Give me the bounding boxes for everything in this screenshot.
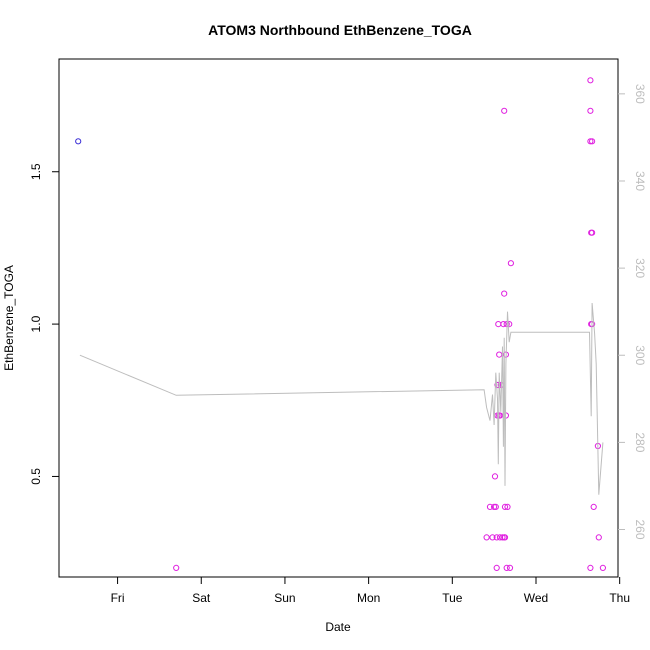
data-point-s0-0 xyxy=(75,138,82,145)
data-point-s1-22 xyxy=(501,290,508,297)
data-point-s1-2 xyxy=(486,503,494,510)
y-axis-label: EthBenzene_TOGA xyxy=(2,265,16,371)
x-tick-label: Thu xyxy=(609,591,630,605)
data-point-s1-38 xyxy=(587,564,594,572)
plot-frame xyxy=(58,58,619,578)
y-right-tick-label: 260 xyxy=(633,519,647,539)
y-right-tick-label: 320 xyxy=(633,258,647,278)
data-point-s1-19 xyxy=(500,321,507,328)
data-point-s1-8 xyxy=(493,564,500,572)
series-line-2 xyxy=(79,302,604,495)
y-right-tick-label: 300 xyxy=(633,345,647,365)
data-point-s1-31 xyxy=(506,564,514,572)
y-right-tick-label: 340 xyxy=(633,171,647,191)
data-point-s1-44 xyxy=(595,534,602,541)
data-point-s1-7 xyxy=(493,534,500,541)
x-axis-label: Date xyxy=(325,620,351,634)
data-point-s1-23 xyxy=(501,503,509,510)
data-point-s1-1 xyxy=(483,534,490,541)
y-axis-left: 0.5 1.0 1.5 xyxy=(29,163,59,485)
data-point-s1-32 xyxy=(507,260,514,267)
data-point-s1-33 xyxy=(587,77,594,84)
data-point-s1-6 xyxy=(492,503,499,510)
series-layer xyxy=(75,77,607,572)
data-point-s1-28 xyxy=(503,564,510,572)
x-tick-label: Wed xyxy=(524,591,548,605)
data-point-s1-45 xyxy=(599,564,607,572)
data-point-s1-24 xyxy=(501,534,509,541)
x-tick-label: Sat xyxy=(192,591,211,605)
data-point-s1-3 xyxy=(489,534,496,541)
data-point-s1-29 xyxy=(504,503,511,510)
y-axis-right: 260 280 300 320 340 360 xyxy=(618,84,647,540)
data-point-s1-34 xyxy=(587,107,594,114)
data-point-s1-40 xyxy=(589,229,596,236)
data-point-s1-5 xyxy=(491,473,499,480)
y-right-tick-label: 280 xyxy=(633,432,647,452)
x-tick-label: Fri xyxy=(111,591,125,605)
y-left-tick-label: 1.0 xyxy=(29,315,43,332)
data-point-s1-0 xyxy=(173,564,180,572)
y-left-tick-label: 0.5 xyxy=(29,468,43,485)
data-point-s1-30 xyxy=(506,321,513,328)
x-tick-label: Tue xyxy=(442,591,463,605)
data-point-s1-18 xyxy=(499,534,506,541)
x-tick-label: Mon xyxy=(357,591,380,605)
data-point-s1-4 xyxy=(491,503,498,510)
data-point-s1-42 xyxy=(590,503,597,510)
data-point-s1-35 xyxy=(587,138,594,145)
chart-title: ATOM3 Northbound EthBenzene_TOGA xyxy=(208,22,472,38)
data-point-s1-39 xyxy=(589,138,596,145)
x-tick-label: Sun xyxy=(274,591,295,605)
y-right-tick-label: 360 xyxy=(633,84,647,104)
data-point-s1-21 xyxy=(501,107,508,114)
x-axis: Fri Sat Sun Mon Tue Wed Thu xyxy=(111,577,630,605)
y-left-tick-label: 1.5 xyxy=(29,163,43,180)
